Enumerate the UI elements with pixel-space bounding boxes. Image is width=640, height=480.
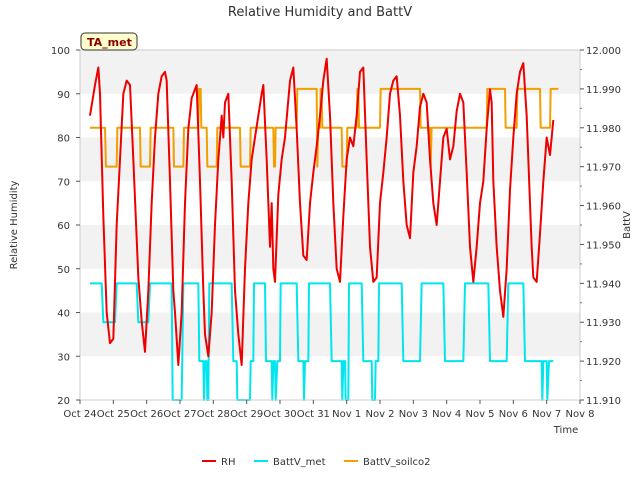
x-tick-label: Nov 8 <box>565 409 594 420</box>
x-tick-label: Nov 1 <box>332 409 361 420</box>
series-line-battv-met <box>90 282 554 401</box>
x-tick-label: Oct 29 <box>230 409 263 420</box>
y-tick-label: 30 <box>57 352 70 363</box>
y2-tick-label: 11.930 <box>586 318 621 329</box>
legend: RH BattV_met BattV_soilco2 <box>202 457 431 468</box>
x-tick-label: Oct 24 <box>63 409 96 420</box>
x-tick-label: Oct 31 <box>297 409 330 420</box>
grid-band <box>80 137 580 182</box>
x-tick-label: Oct 27 <box>163 409 196 420</box>
x-tick-label: Nov 7 <box>532 409 561 420</box>
x-tick-label: Oct 28 <box>197 409 230 420</box>
x-tick-label: Nov 2 <box>365 409 394 420</box>
y2-tick-label: 11.940 <box>586 279 621 290</box>
y-tick-label: 70 <box>57 177 70 188</box>
y-tick-label: 40 <box>57 309 70 320</box>
y-tick-label: 50 <box>57 265 70 276</box>
legend-item-battv-met: BattV_met <box>254 457 326 468</box>
y-tick-label: 100 <box>51 46 70 57</box>
legend-label-battv-soilco2: BattV_soilco2 <box>363 457 431 468</box>
y2-tick-label: 11.990 <box>586 85 621 96</box>
legend-item-rh: RH <box>202 457 235 468</box>
series-layer <box>89 57 559 401</box>
x-tick-label: Nov 3 <box>399 409 428 420</box>
y2-tick-label: 11.960 <box>586 202 621 213</box>
y2-tick-label: 11.920 <box>586 357 621 368</box>
y-tick-label: 60 <box>57 221 70 232</box>
y-axis-left: 20 30 40 50 60 70 80 90 100 <box>51 46 80 407</box>
y2-axis-label: BattV <box>622 211 633 239</box>
grid-band <box>80 50 580 94</box>
y-axis-label: Relative Humidity <box>9 181 20 270</box>
legend-label-rh: RH <box>221 457 235 468</box>
y-tick-label: 90 <box>57 90 70 101</box>
grid-band <box>80 225 580 269</box>
x-tick-label: Nov 5 <box>465 409 494 420</box>
y2-tick-label: 11.980 <box>586 124 621 135</box>
x-tick-label: Oct 25 <box>97 409 130 420</box>
chart-title: Relative Humidity and BattV <box>228 5 412 20</box>
x-tick-label: Oct 30 <box>263 409 296 420</box>
y-tick-label: 20 <box>57 396 70 407</box>
x-tick-label: Nov 4 <box>432 409 461 420</box>
y2-tick-label: 11.910 <box>586 396 621 407</box>
series-line-battv-soilco2 <box>90 87 559 168</box>
y-tick-label: 80 <box>57 134 70 145</box>
y2-tick-label: 11.970 <box>586 163 621 174</box>
x-tick-label: Oct 26 <box>130 409 163 420</box>
badge-label: TA_met <box>87 36 132 49</box>
y2-tick-label: 12.000 <box>586 46 621 57</box>
grid-band <box>80 356 580 400</box>
y-axis-right: 11.910 11.920 11.930 11.940 11.950 11.960 11.9… <box>580 46 621 407</box>
x-tick-label: Nov 6 <box>499 409 528 420</box>
grid-band <box>80 181 580 225</box>
y2-tick-label: 11.950 <box>586 240 621 251</box>
ta-met-badge: TA_met <box>80 32 138 51</box>
legend-label-battv-met: BattV_met <box>273 457 326 468</box>
series-line-rh <box>89 57 555 366</box>
x-axis-label: Time <box>553 425 578 436</box>
legend-item-battv-soilco2: BattV_soilco2 <box>344 457 431 468</box>
badge-box <box>80 32 138 51</box>
x-axis: Oct 24 Oct 25 Oct 26 Oct 27 Oct 28 Oct 29 Oct … <box>63 400 595 420</box>
